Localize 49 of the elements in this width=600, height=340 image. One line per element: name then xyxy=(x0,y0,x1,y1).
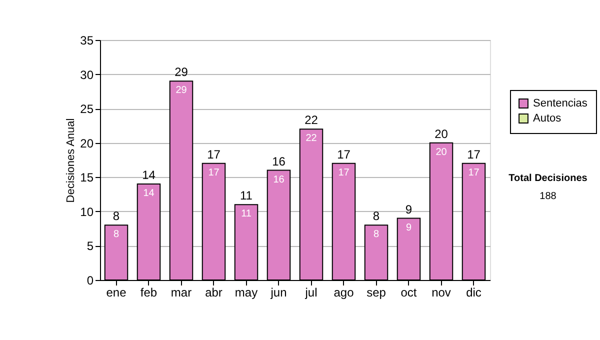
text: Total Decisiones xyxy=(508,173,588,184)
y-tick-label: 35 xyxy=(80,34,94,48)
total-label: 8 xyxy=(112,209,120,224)
y-tick-label: 25 xyxy=(80,102,94,116)
y-tick-label: 5 xyxy=(86,239,94,254)
data-label: 20 xyxy=(436,146,448,158)
x-tick-label: oct xyxy=(400,286,418,300)
total-label: 17 xyxy=(337,147,351,162)
total-label: 17 xyxy=(207,147,221,162)
data-label: 17 xyxy=(468,167,480,178)
total-label: 29 xyxy=(174,65,188,80)
data-label: 17 xyxy=(208,167,220,178)
data-label: 8 xyxy=(113,229,120,240)
y-tick-label: 10 xyxy=(80,204,94,219)
data-label: 8 xyxy=(373,229,380,240)
x-tick-label: feb xyxy=(140,286,158,300)
y-tick-label: 15 xyxy=(80,170,94,185)
total-label: 9 xyxy=(405,202,412,216)
y-tick-label: 20 xyxy=(80,136,94,150)
x-tick-label: sep xyxy=(366,286,386,300)
data-label: 17 xyxy=(338,167,350,178)
x-tick-label: nov xyxy=(432,286,451,300)
y-tick-label: 30 xyxy=(80,68,94,82)
x-tick-label: jun xyxy=(270,286,287,300)
data-label: 22 xyxy=(306,133,318,144)
data-label: 11 xyxy=(241,208,252,220)
data-label: 14 xyxy=(143,188,155,199)
y-tick-label: 0 xyxy=(86,274,94,288)
x-tick-label: ene xyxy=(106,286,127,300)
total-label: 20 xyxy=(434,126,448,141)
x-tick-label: jul xyxy=(304,286,318,300)
x-tick-label: dic xyxy=(466,286,482,300)
total-label: 16 xyxy=(272,154,286,168)
total-label: 22 xyxy=(304,113,318,128)
data-label: 29 xyxy=(176,85,188,96)
total-label: 17 xyxy=(467,147,481,162)
legend-label: Autos xyxy=(533,112,562,124)
x-tick-label: mar xyxy=(170,286,192,300)
legend-label: Sentencias xyxy=(533,98,588,110)
data-label: 16 xyxy=(273,174,285,186)
text: 188 xyxy=(540,191,557,202)
total-label: 14 xyxy=(142,168,156,182)
x-tick-label: ago xyxy=(334,286,354,300)
x-tick-label: may xyxy=(234,286,258,300)
y-axis-title: Decisiones Anual xyxy=(65,118,78,203)
x-tick-label: abr xyxy=(205,286,222,300)
total-label: 8 xyxy=(372,209,380,224)
total-label: 11 xyxy=(240,188,253,203)
data-label: 9 xyxy=(406,222,412,234)
